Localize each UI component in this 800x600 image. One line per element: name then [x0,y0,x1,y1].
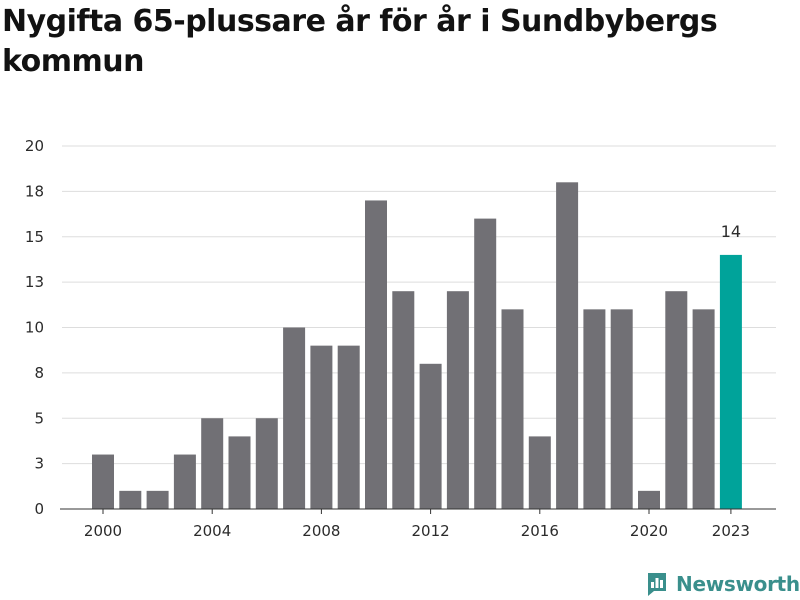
y-tick-label: 0 [34,500,44,518]
bar [692,309,715,509]
x-tick-label: 2023 [712,522,750,540]
bar [501,309,524,509]
bar [392,291,415,509]
newsworthy-brand-name: Newsworthy [676,572,800,596]
y-tick-label: 20 [25,137,44,155]
bar [583,309,606,509]
y-tick-label: 15 [25,228,44,246]
bar [474,218,497,509]
bar-highlight [719,254,742,509]
y-tick-label: 8 [34,364,44,382]
highlight-data-label: 14 [721,222,741,241]
newsworthy-logo: Newsworthy [646,570,800,598]
x-tick-label: 2020 [630,522,668,540]
bar [528,436,551,509]
x-tick-label: 2004 [193,522,231,540]
bar [146,490,169,509]
gridlines [62,145,776,465]
y-tick-label: 13 [25,273,44,291]
y-tick-label: 5 [34,409,44,427]
y-tick-label: 3 [34,455,44,473]
bar [556,182,579,510]
x-tick-label: 2000 [84,522,122,540]
bar [365,200,387,509]
y-axis-ticks: 0 3 5 8 10 13 15 18 20 [25,137,44,518]
bar [665,291,688,509]
chart-title: Nygifta 65-plussare år för år i Sundbybe… [2,4,718,79]
x-tick-label: 2012 [412,522,450,540]
x-axis-ticks: 2000 2004 2008 2012 2016 2020 2023 [84,509,750,540]
y-tick-label: 10 [25,319,44,337]
bar [201,418,224,509]
bar [228,436,251,509]
y-tick-label: 18 [25,182,44,200]
bar [92,454,114,509]
bar [119,490,142,509]
x-tick-label: 2008 [302,522,340,540]
bar [255,418,278,509]
x-tick-label: 2016 [521,522,559,540]
bars [92,182,742,510]
bar [610,309,633,509]
bar [173,454,196,509]
newsworthy-logo-icon [648,573,666,596]
bar [283,327,306,509]
bar [419,363,442,509]
bar [337,345,360,509]
bar [638,490,660,509]
bar [310,345,333,509]
bar [446,291,469,509]
